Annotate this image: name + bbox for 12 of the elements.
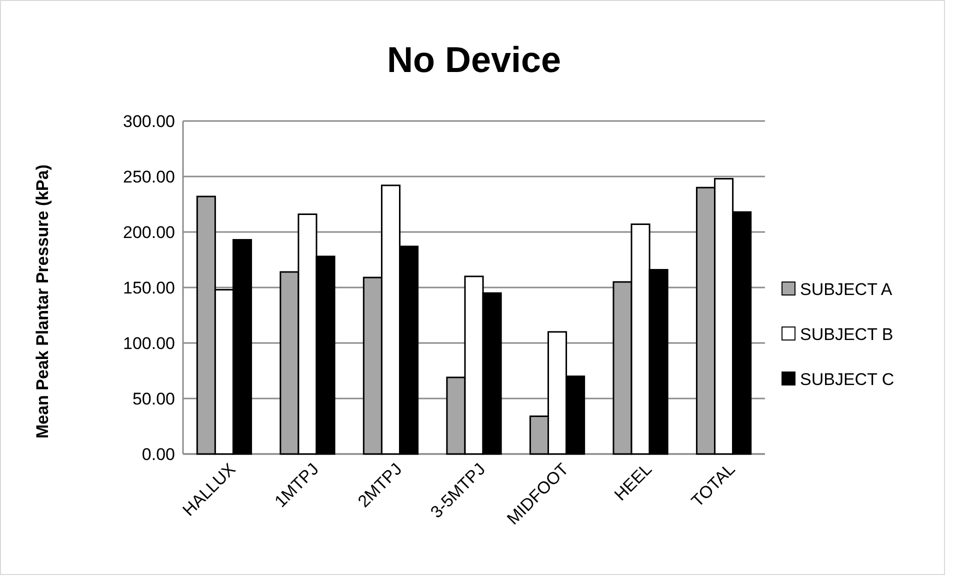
y-axis-title: Mean Peak Plantar Pressure (kPa) bbox=[33, 164, 52, 439]
chart-title: No Device bbox=[386, 39, 562, 80]
y-tick-label: 0.00 bbox=[142, 444, 175, 464]
y-tick-label: 150.00 bbox=[123, 278, 175, 298]
legend-label: SUBJECT C bbox=[800, 370, 894, 389]
legend-label: SUBJECT B bbox=[800, 324, 894, 344]
y-tick-label: 250.00 bbox=[123, 167, 175, 186]
y-tick-label: 200.00 bbox=[123, 222, 175, 242]
y-tick-label: 300.00 bbox=[123, 112, 175, 131]
y-tick-label: 50.00 bbox=[132, 389, 175, 408]
y-tick-label: 100.00 bbox=[123, 334, 175, 353]
legend-label: SUBJECT A bbox=[800, 280, 893, 299]
